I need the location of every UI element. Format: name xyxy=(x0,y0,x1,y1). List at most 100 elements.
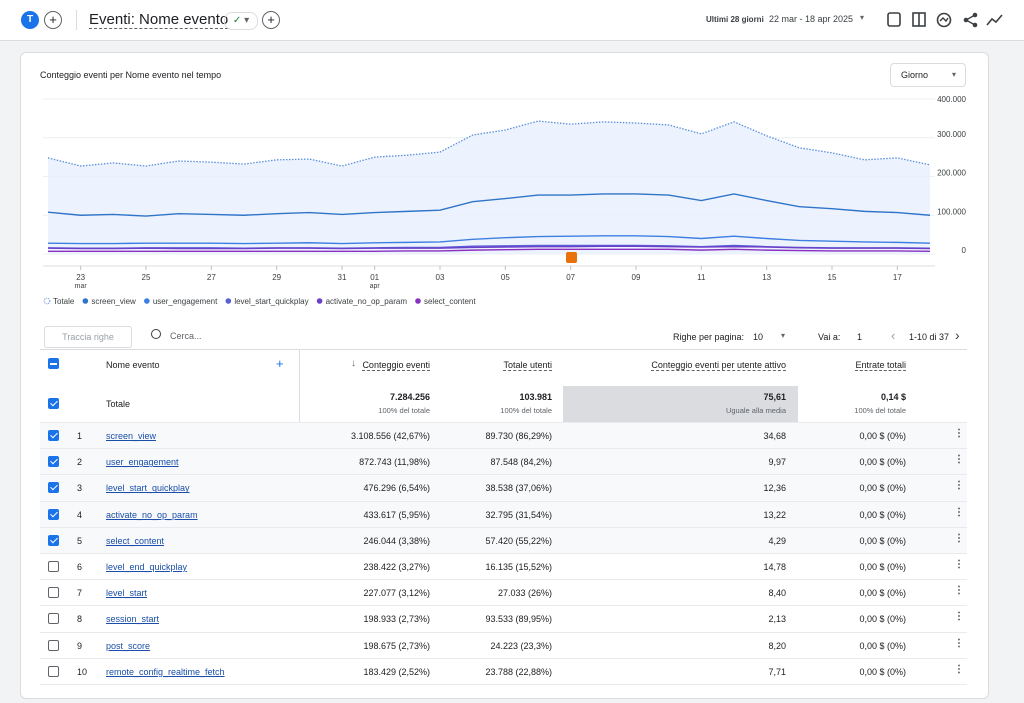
add-filter[interactable]: + xyxy=(262,11,280,29)
event-name[interactable]: post_score xyxy=(106,640,151,651)
icon-notes[interactable] xyxy=(887,12,901,27)
row-index: 7 xyxy=(77,588,83,599)
x-tick-label: 23 xyxy=(76,273,85,282)
total-value: 7.284.256 xyxy=(389,392,430,402)
granularity-select[interactable]: Giorno ▾ xyxy=(890,63,966,87)
total-highlight xyxy=(563,386,798,422)
row-menu[interactable]: ⋮ xyxy=(954,532,964,544)
search[interactable]: Cerca... xyxy=(170,331,202,341)
rows-per-page-label: Righe per pagina: xyxy=(673,332,745,342)
x-tick-month: apr xyxy=(370,283,381,290)
row-checkbox[interactable] xyxy=(48,534,59,546)
cell: 12,36 xyxy=(763,483,786,494)
event-name[interactable]: activate_no_op_param xyxy=(106,509,198,520)
column-header[interactable]: Conteggio eventi per utente attivo xyxy=(651,360,786,371)
cell: 38.538 (37,06%) xyxy=(485,483,552,494)
row-menu[interactable]: ⋮ xyxy=(954,559,964,570)
row-menu[interactable]: ⋮ xyxy=(954,506,964,518)
row-checkbox[interactable] xyxy=(48,639,59,651)
row-background xyxy=(40,448,967,476)
cell: 227.077 (3,12%) xyxy=(363,588,430,599)
cell: 3.108.556 (42,67%) xyxy=(350,431,430,441)
date-range[interactable]: 22 mar - 18 apr 2025 xyxy=(769,14,854,24)
add-comparison[interactable]: + xyxy=(44,11,62,29)
x-tick-label: 03 xyxy=(436,273,445,282)
rows-dropdown[interactable]: ▾ xyxy=(781,331,786,340)
cell: 246.044 (3,38%) xyxy=(363,535,430,546)
row-background xyxy=(40,553,967,580)
date-dropdown[interactable]: ▾ xyxy=(860,13,865,22)
goto[interactable]: 1 xyxy=(857,332,863,342)
icon-share[interactable] xyxy=(963,12,978,28)
row-menu[interactable]: ⋮ xyxy=(954,663,964,675)
cell: 183.429 (2,52%) xyxy=(363,666,430,677)
legend-label: select_content xyxy=(424,297,476,306)
row-checkbox[interactable] xyxy=(48,508,59,520)
cell: 9,97 xyxy=(768,457,786,468)
row-checkbox[interactable] xyxy=(48,456,59,468)
legend-swatch xyxy=(43,297,51,305)
row-checkbox[interactable] xyxy=(48,482,59,494)
x-tick-label: 15 xyxy=(828,273,837,282)
column-header[interactable]: Conteggio eventi xyxy=(362,360,430,371)
event-name[interactable]: user_engagement xyxy=(106,457,179,468)
row-menu[interactable]: ⋮ xyxy=(954,454,964,466)
column-header[interactable]: Entrate totali xyxy=(855,360,906,371)
track-rows[interactable]: Traccia righe xyxy=(44,326,132,348)
cell: 27.033 (26%) xyxy=(497,588,552,599)
cell: 0,00 $ (0%) xyxy=(859,614,906,625)
event-name[interactable]: level_start_quickplay xyxy=(106,483,190,494)
legend-swatch xyxy=(225,298,232,304)
total-value: 103.981 xyxy=(519,392,552,402)
x-tick-label: 09 xyxy=(632,273,641,282)
event-name[interactable]: screen_view xyxy=(106,431,157,441)
cell: 32.795 (31,54%) xyxy=(485,509,552,520)
toolbar-icons xyxy=(887,12,1003,28)
row-index: 10 xyxy=(77,666,88,677)
cell: 198.675 (2,73%) xyxy=(363,640,430,651)
sort-arrow: ↓ xyxy=(351,358,356,369)
next-page[interactable]: › xyxy=(955,327,960,343)
line xyxy=(48,248,931,252)
event-name[interactable]: level_start xyxy=(106,588,148,599)
line xyxy=(47,245,931,250)
row-checkbox[interactable] xyxy=(48,613,59,625)
row-menu[interactable]: ⋮ xyxy=(954,637,964,649)
icon-insights[interactable] xyxy=(936,12,952,28)
event-name[interactable]: remote_config_realtime_fetch xyxy=(106,666,225,677)
row-checkbox[interactable] xyxy=(48,561,59,572)
total-checkbox[interactable] xyxy=(48,398,59,409)
event-name[interactable]: level_end_quickplay xyxy=(106,562,188,572)
cell: 872.743 (11,98%) xyxy=(359,457,430,468)
row-index: 5 xyxy=(77,535,83,546)
row-checkbox[interactable] xyxy=(48,430,59,441)
status-chip[interactable]: ✓ ▾ xyxy=(224,12,258,30)
cell: 0,00 $ (0%) xyxy=(859,457,906,468)
avatar[interactable]: T xyxy=(21,11,39,29)
row-index: 2 xyxy=(77,457,83,468)
cell: 8,20 xyxy=(768,640,786,651)
cell: 34,68 xyxy=(763,431,786,441)
icon-trend[interactable] xyxy=(986,14,1003,26)
rule xyxy=(40,684,967,685)
cell: 4,29 xyxy=(768,535,786,546)
add-dimension[interactable]: + xyxy=(276,356,284,371)
event-name[interactable]: session_start xyxy=(106,614,160,625)
cell: 0,00 $ (0%) xyxy=(859,509,906,520)
row-checkbox[interactable] xyxy=(48,587,59,599)
area xyxy=(48,121,930,255)
row-menu[interactable]: ⋮ xyxy=(954,611,964,623)
column-header[interactable]: Totale utenti xyxy=(503,360,552,371)
cell: 238.422 (3,27%) xyxy=(363,562,430,572)
row-menu[interactable]: ⋮ xyxy=(954,480,964,492)
prev-page[interactable]: ‹ xyxy=(891,328,896,343)
total-value: 0,14 $ xyxy=(880,392,906,402)
rows-per-page[interactable]: 10 xyxy=(753,332,764,342)
event-name[interactable]: select_content xyxy=(106,535,165,546)
legend-swatch xyxy=(316,298,323,304)
row-checkbox[interactable] xyxy=(48,665,59,677)
total-share: 100% del totale xyxy=(378,406,430,415)
row-menu[interactable]: ⋮ xyxy=(954,585,964,597)
x-tick-label: 17 xyxy=(893,273,902,282)
row-menu[interactable]: ⋮ xyxy=(954,428,964,439)
